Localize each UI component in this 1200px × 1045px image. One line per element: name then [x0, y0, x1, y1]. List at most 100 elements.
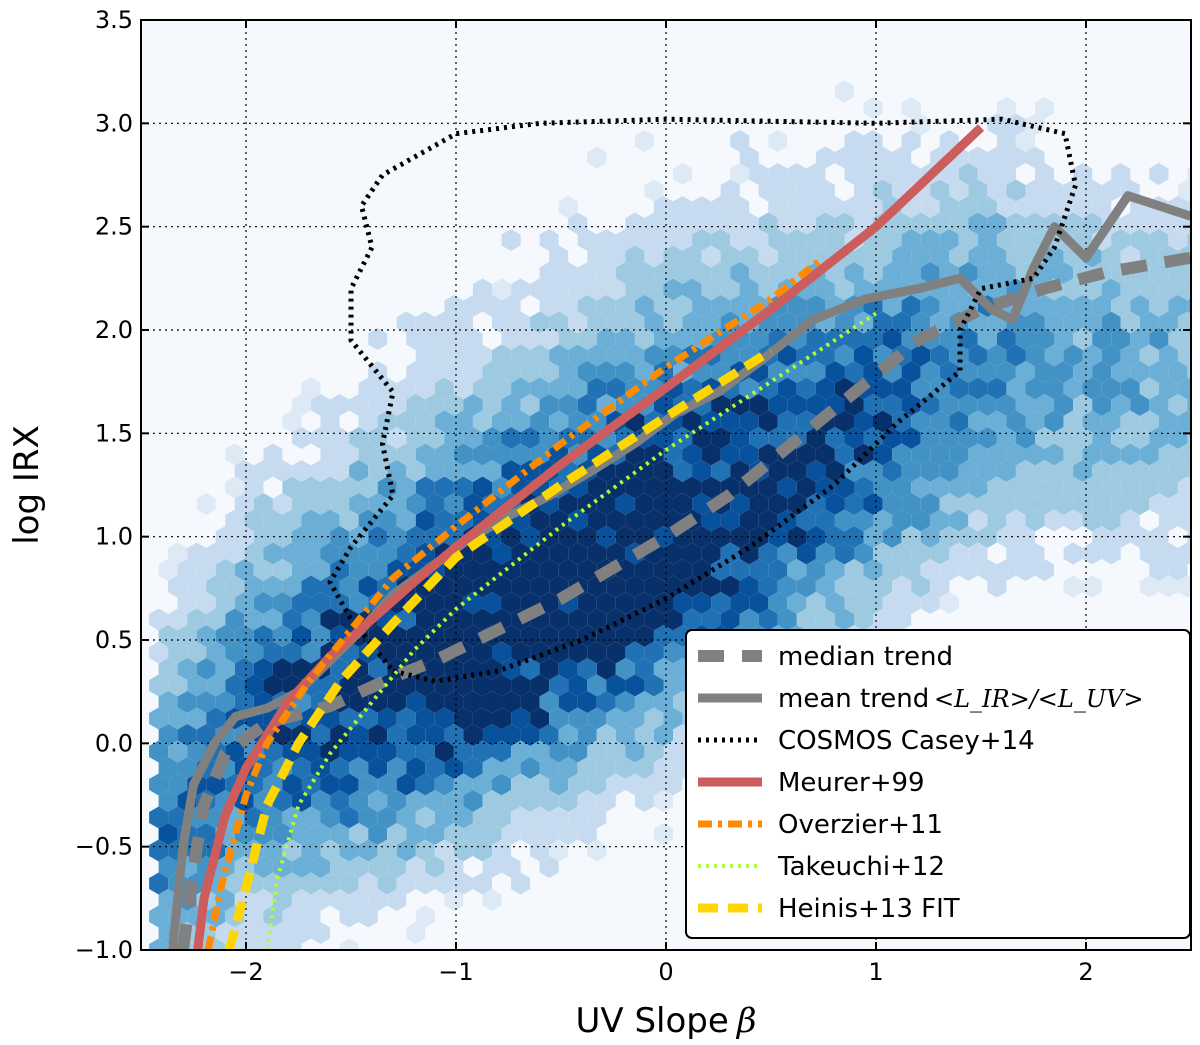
- hexbin-cell: [253, 493, 273, 515]
- hexbin-cell: [225, 542, 245, 565]
- hexbin-cell: [568, 377, 588, 400]
- hexbin-cell: [806, 163, 826, 185]
- hexbin-cell: [196, 559, 216, 581]
- legend-label-math: <L_IR>/<L_UV>: [934, 685, 1144, 713]
- hexbin-cell: [977, 163, 997, 185]
- hexbin-cell: [539, 658, 559, 680]
- hexbin-cell: [168, 575, 188, 598]
- hexbin-cell: [444, 328, 464, 350]
- hexbin-cell: [587, 740, 607, 763]
- hexbin-cell: [453, 608, 473, 631]
- hexbin-cell: [949, 443, 969, 466]
- hexbin-cell: [472, 575, 492, 598]
- hexbin-cell: [911, 476, 931, 499]
- hexbin-cell: [625, 278, 645, 301]
- hexbin-cell: [977, 229, 997, 251]
- hexbin-cell: [511, 278, 531, 301]
- hexbin-cell: [901, 427, 921, 449]
- hexbin-cell: [530, 542, 550, 565]
- hexbin-cell: [282, 839, 302, 862]
- hexbin-cell: [263, 509, 283, 532]
- hexbin-cell: [272, 559, 292, 581]
- hexbin-cell: [1035, 196, 1054, 218]
- hexbin-cell: [1082, 278, 1102, 301]
- series-line-cosmos-casey-14: [327, 116, 1078, 684]
- hexbin-cell: [558, 625, 578, 647]
- hexbin-cell: [844, 460, 864, 482]
- hexbin-cell: [415, 839, 435, 862]
- hexbin-cell: [377, 740, 397, 763]
- hexbin-cell: [873, 575, 893, 598]
- hexbin-cell: [377, 806, 397, 829]
- hexbin-cell: [177, 625, 197, 647]
- hexbin-cell: [434, 311, 454, 334]
- hexbin-cell: [1158, 476, 1178, 499]
- hexbin-cell: [253, 658, 273, 680]
- hexbin-cell: [815, 179, 835, 202]
- hexbin-cell: [482, 889, 502, 911]
- hexbin-cell: [634, 328, 654, 350]
- hexbin-cell: [1025, 377, 1045, 400]
- hexbin-cell: [587, 476, 607, 499]
- hexbin-cell: [301, 839, 321, 862]
- hexbin-cell: [301, 377, 321, 400]
- hexbin-cell: [834, 212, 854, 235]
- hexbin-cell: [492, 278, 512, 301]
- hexbin-cell: [291, 889, 311, 911]
- hexbin-cell: [1149, 427, 1169, 449]
- hexbin-cell: [644, 674, 664, 697]
- legend-label: Overzier+11: [778, 810, 943, 840]
- hexbin-cell: [873, 377, 893, 400]
- hexbin-cell: [549, 806, 569, 829]
- hexbin-cell: [444, 658, 464, 680]
- hexbin-cell: [549, 311, 569, 334]
- hexbin-cell: [539, 229, 559, 251]
- hexbin-cell: [358, 905, 378, 928]
- hexbin-cell: [1177, 179, 1191, 202]
- hexbin-cell: [920, 295, 940, 317]
- hexbin-cell: [1120, 443, 1140, 466]
- hexbin-cell: [1168, 328, 1188, 350]
- hexbin-cell: [949, 212, 969, 235]
- hexbin-cell: [1073, 427, 1093, 449]
- hexbin-cell: [768, 427, 788, 449]
- hexbin-cell: [1168, 493, 1188, 515]
- hexbin-cell: [996, 163, 1016, 185]
- hexbin-cell: [549, 839, 569, 862]
- hexbin-cell: [244, 575, 264, 598]
- hexbin-cell: [863, 493, 883, 515]
- hexbin-cell: [834, 443, 854, 466]
- hexbin-cell: [873, 476, 893, 499]
- hexbin-cell: [539, 592, 559, 614]
- hexbin-cell: [739, 608, 759, 631]
- hexbin-cell: [520, 691, 540, 713]
- hexbin-cell: [711, 394, 731, 416]
- hexbin-cell: [1158, 278, 1178, 301]
- hexbin-cell: [149, 773, 169, 796]
- hexbin-cell: [177, 592, 197, 614]
- hexbin-cell: [692, 493, 712, 515]
- hexbin-cell: [777, 245, 797, 268]
- hexbin-cell: [873, 608, 893, 631]
- hexbin-cell: [873, 311, 893, 334]
- hexbin-cell: [854, 146, 873, 169]
- hexbin-cell: [834, 476, 854, 499]
- y-tick-label: 2.5: [95, 213, 133, 241]
- hexbin-cell: [854, 542, 873, 565]
- hexbin-cell: [549, 278, 569, 301]
- hexbin-cell: [930, 410, 950, 433]
- hexbin-cell: [425, 460, 445, 482]
- hexbin-cell: [901, 394, 921, 416]
- hexbin-cell: [815, 476, 835, 499]
- hexbin-cell: [158, 691, 178, 713]
- hexbin-cell: [682, 608, 702, 631]
- hexbin-cell: [501, 328, 521, 350]
- hexbin-cell: [472, 476, 492, 499]
- hexbin-cell: [720, 278, 740, 301]
- hexbin-cell: [1073, 328, 1093, 350]
- hexbin-cell: [806, 493, 826, 515]
- hexbin-cell: [530, 575, 550, 598]
- hexbin-cell: [472, 377, 492, 400]
- hexbin-cell: [739, 443, 759, 466]
- hexbin-cell: [777, 575, 797, 598]
